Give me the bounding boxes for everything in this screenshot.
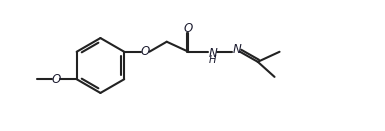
Text: N: N [232, 43, 241, 56]
Text: O: O [51, 73, 60, 86]
Text: N: N [208, 47, 217, 60]
Text: H: H [209, 55, 216, 65]
Text: O: O [141, 45, 150, 58]
Text: O: O [184, 22, 193, 35]
